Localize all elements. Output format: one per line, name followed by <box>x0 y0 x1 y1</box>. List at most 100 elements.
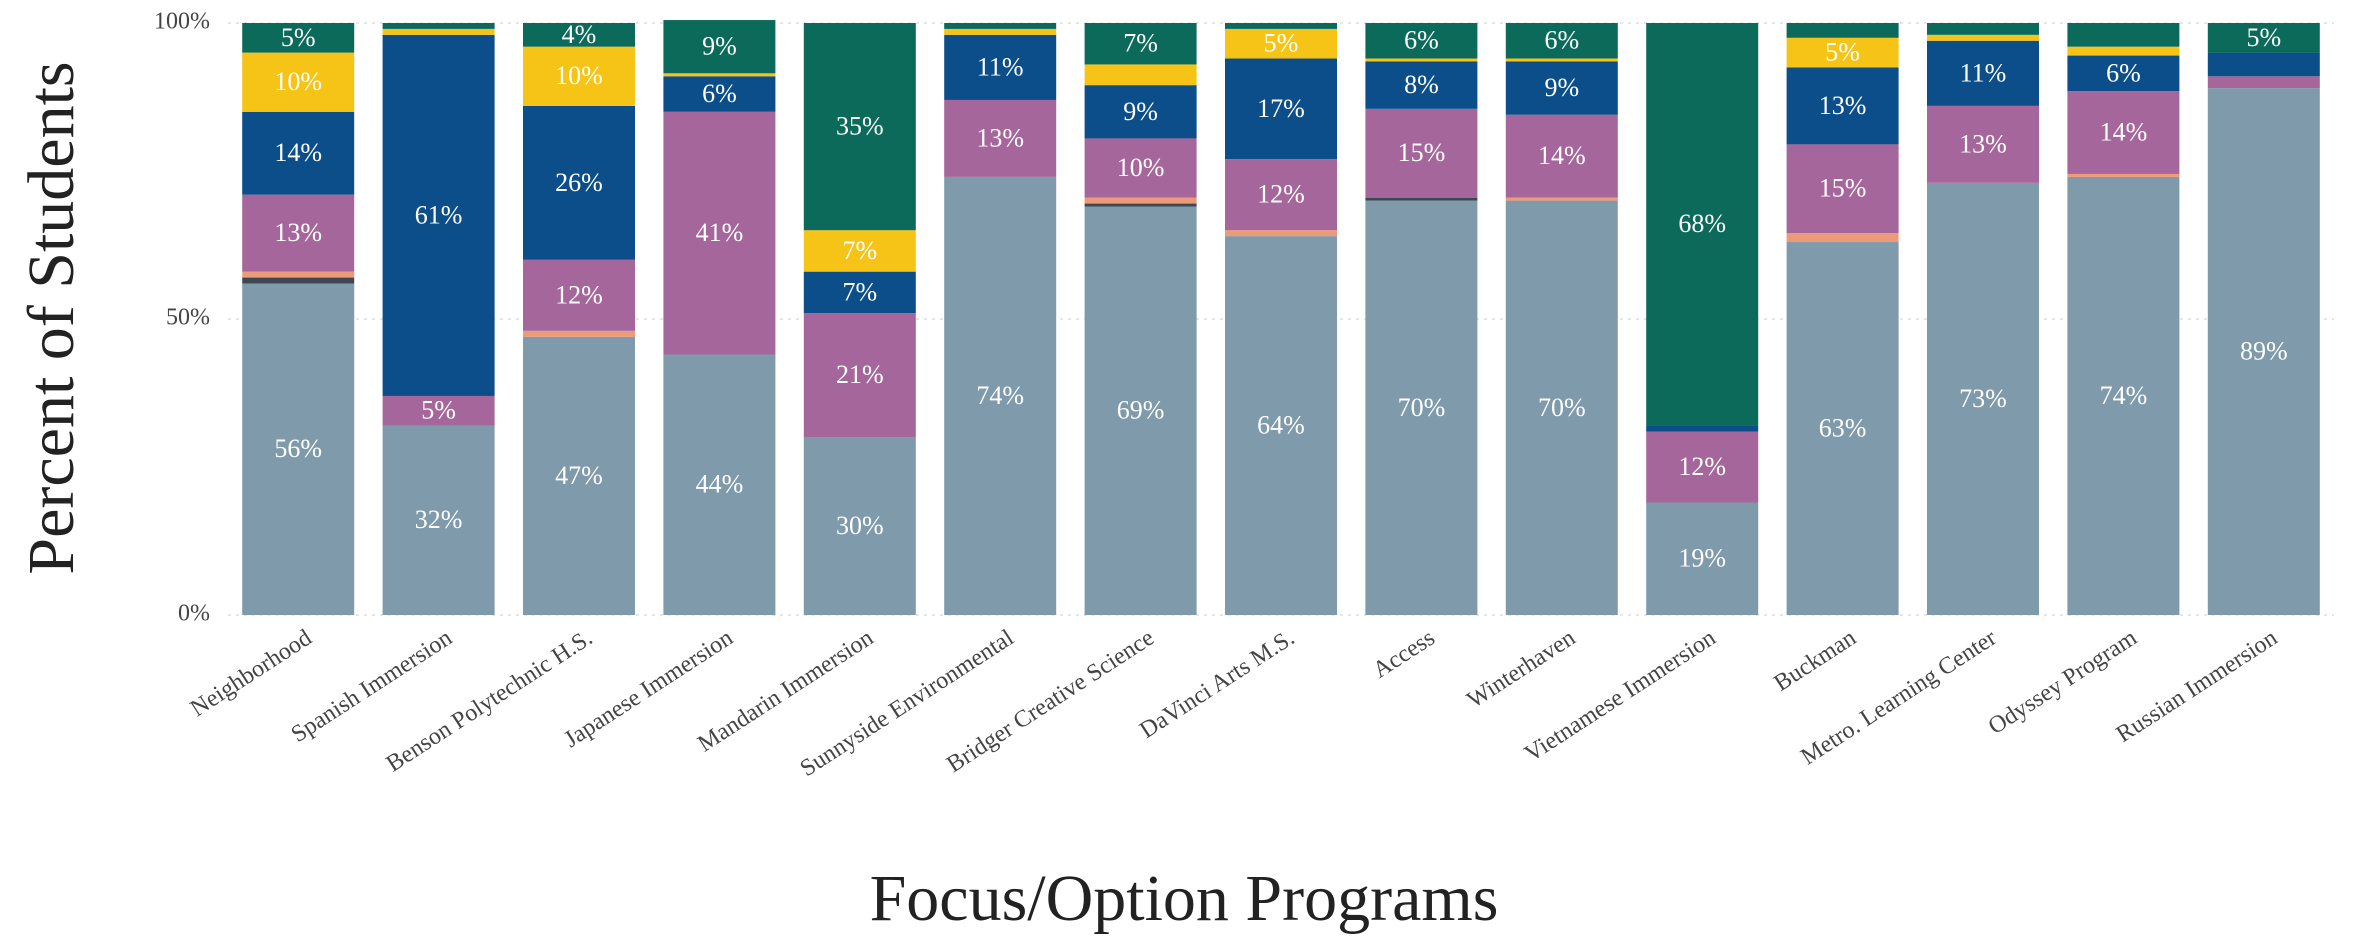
value-label: 14% <box>2100 117 2148 146</box>
value-label: 32% <box>415 505 463 534</box>
bar-segment <box>2067 91 2180 174</box>
value-label: 15% <box>1819 174 1867 203</box>
y-axis-title: Percent of Students <box>15 61 88 574</box>
bar-segment <box>2207 88 2320 616</box>
value-label: 73% <box>1959 384 2007 413</box>
bar-segment <box>1646 425 1759 432</box>
bar-segment <box>523 23 635 47</box>
bar-segment <box>1927 34 2039 41</box>
value-label: 17% <box>1257 94 1305 123</box>
bar-segment <box>382 425 495 615</box>
x-axis-title: Focus/Option Programs <box>870 862 1499 935</box>
bar-segment <box>1505 200 1618 615</box>
bar-segment <box>242 111 355 195</box>
bar-segment <box>523 105 635 260</box>
x-tick-label: Buckman <box>1770 625 1861 697</box>
value-label: 19% <box>1678 544 1726 573</box>
bar-segment <box>944 23 1057 29</box>
bar-segment <box>1225 159 1337 231</box>
bar-segment <box>1365 23 1478 59</box>
value-label: 14% <box>1538 141 1586 170</box>
value-label: 7% <box>842 277 877 306</box>
bar-segment <box>242 194 355 272</box>
value-label: 64% <box>1257 411 1305 440</box>
value-label: 7% <box>842 236 877 265</box>
bar-segment <box>2207 23 2320 53</box>
bar-segment <box>1786 67 1899 145</box>
bar-segment <box>1084 85 1197 139</box>
value-label: 11% <box>977 52 1024 81</box>
bar-segment <box>1365 58 1478 62</box>
bar-segment <box>663 73 776 77</box>
bar-segment <box>523 330 635 337</box>
value-label: 13% <box>1959 129 2007 158</box>
bar-segment <box>242 271 355 278</box>
value-label: 70% <box>1398 393 1446 422</box>
bar-segment <box>1365 200 1478 615</box>
value-label: 6% <box>1544 26 1579 55</box>
value-label: 35% <box>836 112 884 141</box>
value-label: 12% <box>1678 452 1726 481</box>
value-label: 11% <box>1960 58 2007 87</box>
bar-segment <box>803 437 916 615</box>
bar-segment <box>1225 230 1337 237</box>
value-label: 44% <box>696 470 744 499</box>
value-label: 56% <box>274 434 322 463</box>
bar-segment <box>944 99 1057 177</box>
value-label: 9% <box>702 32 737 61</box>
bar-segment <box>2207 76 2320 89</box>
bar-segment <box>2067 55 2180 92</box>
x-tick-label: Winterhaven <box>1463 625 1580 714</box>
bar-segment <box>242 283 355 615</box>
value-label: 12% <box>555 280 603 309</box>
bar-segment <box>944 34 1057 100</box>
bar-segment <box>1927 40 2039 106</box>
value-label: 13% <box>1819 91 1867 120</box>
value-label: 6% <box>702 79 737 108</box>
value-label: 70% <box>1538 393 1586 422</box>
value-label: 10% <box>555 61 603 90</box>
value-label: 9% <box>1544 73 1579 102</box>
value-label: 8% <box>1404 70 1439 99</box>
bar-segment <box>1646 23 1759 426</box>
bar-segment <box>242 277 355 284</box>
value-label: 15% <box>1398 138 1446 167</box>
bar-segment <box>1927 23 2039 35</box>
bar-segment <box>1646 502 1759 615</box>
bar-segment <box>1365 61 1478 109</box>
value-label: 74% <box>2100 381 2148 410</box>
value-label: 89% <box>2240 337 2288 366</box>
value-label: 10% <box>1117 153 1165 182</box>
value-label: 6% <box>1404 26 1439 55</box>
value-label: 41% <box>696 218 744 247</box>
bar-segment <box>803 313 916 438</box>
bar-segment <box>242 23 355 53</box>
value-label: 5% <box>1264 29 1299 58</box>
bar-segment <box>1505 61 1618 115</box>
bar-segment <box>1225 58 1337 160</box>
bar-segment <box>1084 203 1197 207</box>
bar-segment <box>663 111 776 355</box>
value-label: 5% <box>281 23 316 52</box>
bar-segment <box>2067 46 2180 56</box>
x-tick-label: DaVinci Arts M.S. <box>1135 625 1299 744</box>
bar-segment <box>1225 236 1337 615</box>
value-label: 26% <box>555 168 603 197</box>
y-tick-label: 100% <box>154 9 210 35</box>
value-label: 74% <box>976 381 1024 410</box>
bar-segment <box>1646 431 1759 503</box>
x-tick-label: Neighborhood <box>186 625 316 722</box>
bar-segment <box>663 354 776 615</box>
bar-segment <box>1505 114 1618 198</box>
bar-segment <box>2207 52 2320 77</box>
bar-segment <box>1786 144 1899 234</box>
value-label: 9% <box>1123 97 1158 126</box>
bar-segment <box>1084 64 1197 86</box>
y-tick-label: 50% <box>166 305 210 331</box>
bar-segment <box>1084 23 1197 65</box>
bar-segment <box>944 28 1057 35</box>
bar-segment <box>1084 197 1197 204</box>
bar-segment <box>242 52 355 112</box>
value-label: 63% <box>1819 413 1867 442</box>
value-label: 5% <box>2246 23 2281 52</box>
